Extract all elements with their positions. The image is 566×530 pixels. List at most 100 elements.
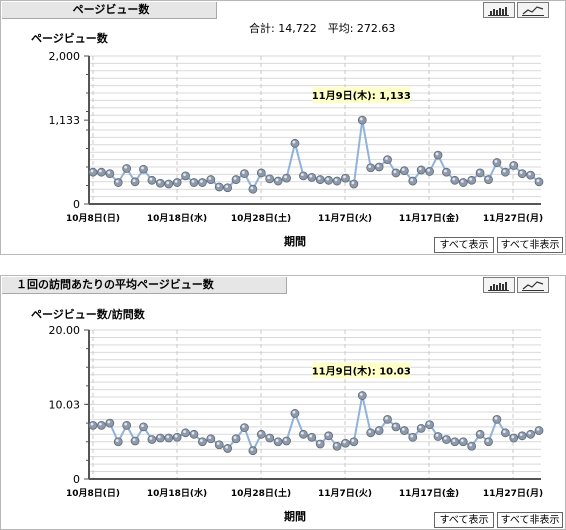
data-point-highlight bbox=[385, 416, 388, 420]
data-point-highlight bbox=[401, 168, 405, 171]
data-point bbox=[442, 167, 451, 177]
data-point-highlight bbox=[199, 179, 203, 183]
data-point-highlight bbox=[511, 435, 515, 439]
bar-chart-icon[interactable] bbox=[483, 2, 515, 18]
data-point-highlight bbox=[191, 431, 195, 435]
show-all-button[interactable]: すべて表示 bbox=[434, 237, 494, 253]
tooltip-box bbox=[312, 362, 411, 379]
data-point-highlight bbox=[427, 422, 431, 425]
data-point bbox=[526, 170, 535, 180]
data-point bbox=[517, 431, 527, 441]
data-point bbox=[484, 175, 493, 184]
data-point bbox=[492, 158, 502, 167]
data-point-highlight bbox=[309, 174, 313, 178]
data-point-highlight bbox=[208, 436, 212, 439]
data-point-highlight bbox=[149, 436, 153, 440]
hide-all-button[interactable]: すべて非表示 bbox=[497, 512, 563, 528]
data-point-highlight bbox=[393, 424, 397, 428]
data-point-highlight bbox=[435, 433, 439, 437]
data-point bbox=[433, 150, 443, 160]
pageviews-line-chart: 2,000 1,133 0 10月8日(日) 10月18日(水) 10月28日(土) 11月… bbox=[49, 50, 544, 224]
data-point bbox=[391, 168, 401, 178]
data-point-highlight bbox=[124, 422, 128, 426]
data-point-highlight bbox=[427, 168, 431, 172]
hide-all-button[interactable]: すべて非表示 bbox=[497, 237, 563, 253]
data-point-highlight bbox=[166, 435, 170, 439]
data-point-highlight bbox=[141, 424, 144, 428]
data-point bbox=[181, 428, 190, 438]
data-point bbox=[181, 171, 190, 181]
data-point bbox=[273, 437, 283, 447]
data-point-highlight bbox=[469, 177, 473, 181]
data-point bbox=[307, 432, 317, 442]
data-point bbox=[324, 175, 334, 185]
tooltip-box bbox=[312, 87, 411, 104]
x-axis-title: 期間 bbox=[284, 235, 306, 248]
data-point-highlight bbox=[351, 439, 355, 442]
data-point bbox=[223, 444, 233, 453]
line-chart-icon[interactable] bbox=[517, 2, 549, 18]
data-point bbox=[240, 169, 249, 179]
line-chart-icon[interactable] bbox=[517, 277, 549, 293]
data-point bbox=[122, 420, 132, 430]
data-point-highlight bbox=[519, 171, 523, 174]
data-point bbox=[223, 183, 233, 193]
data-point-highlight bbox=[275, 178, 279, 182]
data-point bbox=[442, 435, 451, 444]
data-point-highlight bbox=[511, 162, 515, 166]
data-point-highlight bbox=[444, 436, 447, 440]
data-point-highlight bbox=[502, 169, 506, 173]
data-point-highlight bbox=[267, 435, 271, 439]
data-point bbox=[97, 420, 106, 430]
data-point-highlight bbox=[115, 439, 119, 442]
y-axis-title: ページビュー数 bbox=[31, 32, 108, 45]
data-point bbox=[391, 422, 401, 432]
data-point-highlight bbox=[267, 176, 271, 180]
data-point bbox=[374, 162, 384, 172]
data-point bbox=[265, 433, 275, 443]
show-all-button[interactable]: すべて表示 bbox=[434, 512, 494, 528]
data-point-highlight bbox=[208, 176, 212, 180]
x-tick-label: 10月18日(水) bbox=[147, 212, 207, 224]
data-point-highlight bbox=[132, 438, 136, 442]
data-point bbox=[97, 167, 106, 177]
data-point bbox=[189, 429, 199, 439]
data-point-highlight bbox=[90, 169, 94, 173]
y-axis-title: ページビュー数/訪問数 bbox=[31, 308, 145, 321]
data-point bbox=[197, 437, 207, 447]
y-tick-label: 0 bbox=[73, 198, 80, 211]
data-point bbox=[458, 178, 468, 187]
data-point bbox=[248, 446, 258, 456]
tooltip-text: 11月9日(木): 10.03 bbox=[312, 365, 411, 378]
data-point bbox=[450, 175, 460, 185]
data-point bbox=[425, 167, 435, 176]
tooltip-text: 11月9日(木): 1,133 bbox=[312, 89, 411, 102]
data-point bbox=[500, 167, 510, 177]
data-point-highlight bbox=[528, 172, 531, 176]
data-point-highlight bbox=[486, 439, 489, 442]
data-point bbox=[248, 184, 258, 194]
data-point-highlight bbox=[317, 176, 321, 180]
data-point bbox=[324, 431, 334, 441]
data-point-highlight bbox=[385, 157, 388, 160]
data-point-highlight bbox=[300, 173, 304, 177]
data-point-highlight bbox=[519, 433, 523, 436]
data-point-highlight bbox=[343, 175, 346, 179]
data-point-highlight bbox=[124, 165, 128, 169]
data-point-highlight bbox=[107, 171, 111, 174]
panel-title: ページビュー数 bbox=[2, 2, 217, 19]
pageviews-panel: ページビュー数 合計: 14,722 平均: 272.63 ページビュー数 2,… bbox=[0, 0, 566, 255]
data-point-highlight bbox=[477, 170, 481, 174]
data-point bbox=[475, 429, 485, 439]
data-point-highlight bbox=[233, 176, 237, 180]
data-point-highlight bbox=[216, 184, 220, 188]
x-tick-label: 11月27日(月) bbox=[483, 213, 543, 224]
data-point-highlight bbox=[225, 445, 229, 449]
data-point bbox=[341, 173, 350, 183]
data-point bbox=[197, 178, 207, 187]
data-point-highlight bbox=[334, 443, 338, 447]
data-point bbox=[315, 175, 325, 184]
data-point bbox=[433, 432, 443, 441]
bar-chart-icon[interactable] bbox=[483, 277, 515, 293]
data-point-highlight bbox=[418, 167, 422, 171]
